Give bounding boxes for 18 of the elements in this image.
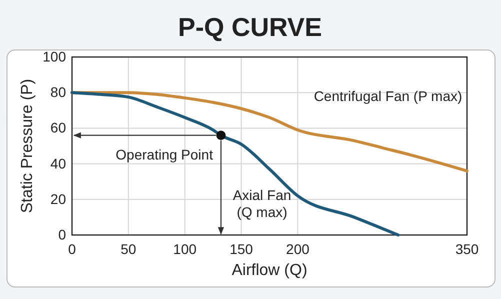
- x-axis-title: Airflow (Q): [232, 262, 308, 279]
- y-tick-label: 20: [50, 190, 66, 207]
- x-tick-label: 350: [455, 240, 479, 257]
- y-tick-label: 60: [50, 120, 66, 136]
- y-tick-label: 40: [50, 155, 66, 172]
- x-tick-label: 150: [230, 240, 254, 257]
- y-axis-title: Static Pressure (P): [19, 78, 36, 214]
- x-tick-label: 50: [120, 240, 136, 257]
- y-tick-label: 100: [42, 48, 66, 64]
- chart-title: P-Q CURVE: [178, 12, 322, 42]
- x-tick-label: 200: [286, 240, 310, 257]
- text: Centrifugal Fan (P max): [314, 88, 462, 104]
- series-label: Axial Fan (Q max): [232, 187, 292, 220]
- y-tick-label: 80: [50, 84, 66, 100]
- x-tick-label: 100: [173, 240, 197, 257]
- annotation: Operating Point: [116, 146, 214, 162]
- y-tick-label: 0: [58, 226, 66, 242]
- x-tick-label: 0: [68, 240, 76, 257]
